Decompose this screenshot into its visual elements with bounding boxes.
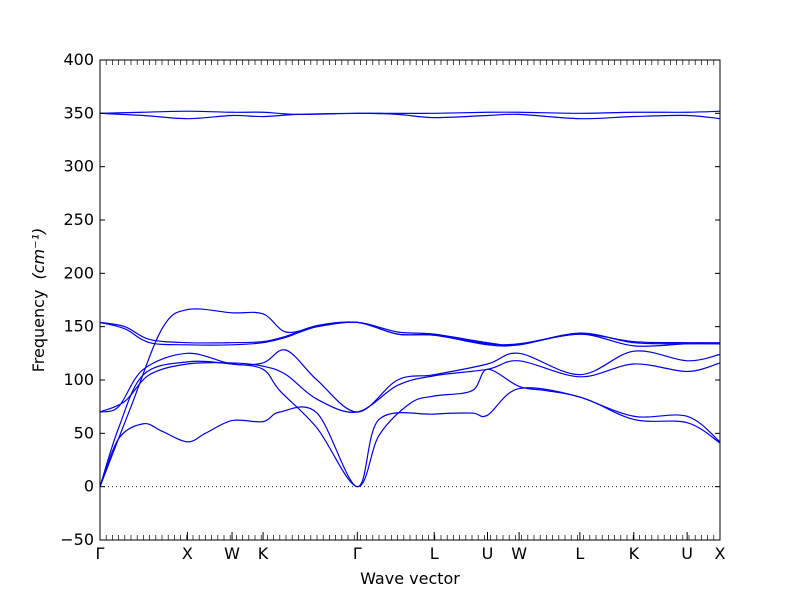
series-line-1 [99,387,721,488]
x-tick-label: W [511,544,527,563]
x-tick-label: Γ [353,544,362,563]
y-tick-label: −50 [60,530,94,549]
x-tick-label: X [182,544,193,563]
x-tick-label: X [715,544,726,563]
x-tick-label: U [482,544,494,563]
plot-frame [99,59,721,541]
x-tick-label: K [258,544,269,563]
series-line-9 [99,112,721,120]
y-tick-label: 400 [63,50,94,69]
y-axis-ticks: −50 0 50 100 150 200 250 300 350 400 [60,50,720,549]
y-tick-label: 150 [63,317,94,336]
y-tick-label: 300 [63,157,94,176]
x-tick-label: L [430,544,439,563]
series-line-7 [99,321,721,346]
y-tick-label: 100 [63,370,94,389]
series-line-5 [99,360,721,413]
series-line-6 [99,321,721,346]
y-axis-label-unit: (cm⁻¹) [29,228,48,280]
y-axis-label-text: Frequency [29,290,48,373]
series-layer [99,110,721,488]
y-tick-label: 250 [63,210,94,229]
y-axis-label: Frequency (cm⁻¹) [29,228,48,372]
y-tick-label: 350 [63,103,94,122]
x-axis-label: Wave vector [360,569,460,588]
y-tick-label: 50 [74,423,94,442]
series-line-2 [99,360,721,488]
x-tick-label: W [224,544,240,563]
x-tick-label: K [629,544,640,563]
y-tick-label: 0 [84,477,94,496]
x-tick-label: U [681,544,693,563]
series-line-8 [99,110,721,116]
y-tick-label: 200 [63,263,94,282]
x-tick-label: Γ [96,544,105,563]
x-tick-label: L [575,544,584,563]
